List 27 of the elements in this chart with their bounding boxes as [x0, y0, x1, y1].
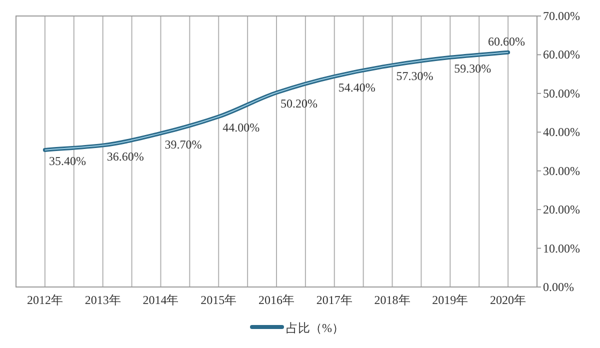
y-tick-label: 30.00% — [543, 164, 580, 178]
data-label: 35.40% — [48, 154, 86, 168]
y-tick-label: 10.00% — [543, 241, 580, 256]
x-tick-label: 2020年 — [490, 293, 526, 307]
data-label: 44.00% — [222, 120, 260, 135]
y-tick-label: 0.00% — [543, 280, 574, 294]
x-tick-label: 2019年 — [432, 293, 468, 307]
data-label: 60.60% — [488, 34, 526, 48]
y-tick-label: 50.00% — [543, 86, 580, 100]
x-tick-label: 2018年 — [374, 293, 410, 307]
data-label: 59.30% — [454, 61, 492, 76]
data-label: 36.60% — [106, 149, 144, 164]
y-tick-label: 60.00% — [543, 48, 580, 62]
data-label: 57.30% — [396, 69, 434, 84]
data-label: 50.20% — [280, 96, 318, 111]
x-tick-label: 2013年 — [84, 293, 121, 307]
x-tick-label: 2014年 — [142, 293, 179, 307]
y-tick-label: 70.00% — [543, 9, 580, 23]
x-tick-label: 2016年 — [258, 293, 294, 307]
x-tick-label: 2015年 — [200, 293, 237, 307]
y-tick-label: 20.00% — [543, 202, 580, 217]
x-tick-label: 2017年 — [316, 293, 352, 307]
legend-label: 占比（%） — [286, 321, 344, 335]
data-label: 39.70% — [164, 137, 202, 152]
data-label: 54.40% — [338, 80, 376, 94]
x-tick-label: 2012年 — [26, 293, 63, 307]
y-tick-label: 40.00% — [543, 125, 580, 140]
